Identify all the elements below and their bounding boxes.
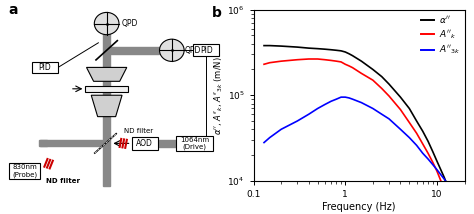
Text: ND filter: ND filter (124, 128, 154, 134)
Polygon shape (91, 95, 122, 117)
Text: a: a (8, 3, 18, 17)
Circle shape (94, 12, 119, 35)
Bar (39, 140, 105, 146)
Bar (32, 62, 58, 73)
Polygon shape (86, 67, 127, 81)
Bar (107, 47, 159, 54)
Text: QPD: QPD (122, 19, 138, 28)
Text: QPD: QPD (185, 46, 201, 55)
Bar (132, 137, 158, 150)
Y-axis label: $\alpha''$, $A''_k$, $A''_{3k}$ (m/N): $\alpha''$, $A''_k$, $A''_{3k}$ (m/N) (212, 56, 225, 135)
Bar (193, 44, 219, 56)
Bar (103, 26, 110, 186)
Text: PID: PID (200, 46, 212, 55)
X-axis label: Frequency (Hz): Frequency (Hz) (322, 202, 396, 212)
Bar (40, 140, 47, 146)
Text: 1064nm
(Drive): 1064nm (Drive) (180, 137, 209, 150)
Text: ND filter: ND filter (46, 178, 80, 184)
Circle shape (159, 39, 184, 61)
Bar (85, 86, 128, 92)
Text: AOD: AOD (136, 139, 153, 148)
Text: b: b (211, 6, 221, 20)
Legend: $\alpha''$, $A''_k$, $A''_{3k}$: $\alpha''$, $A''_k$, $A''_{3k}$ (421, 14, 460, 56)
Text: PID: PID (39, 63, 51, 72)
Bar (157, 140, 182, 147)
Bar (176, 136, 213, 151)
Bar (9, 163, 40, 179)
Text: 830nm
(Probe): 830nm (Probe) (12, 164, 37, 178)
